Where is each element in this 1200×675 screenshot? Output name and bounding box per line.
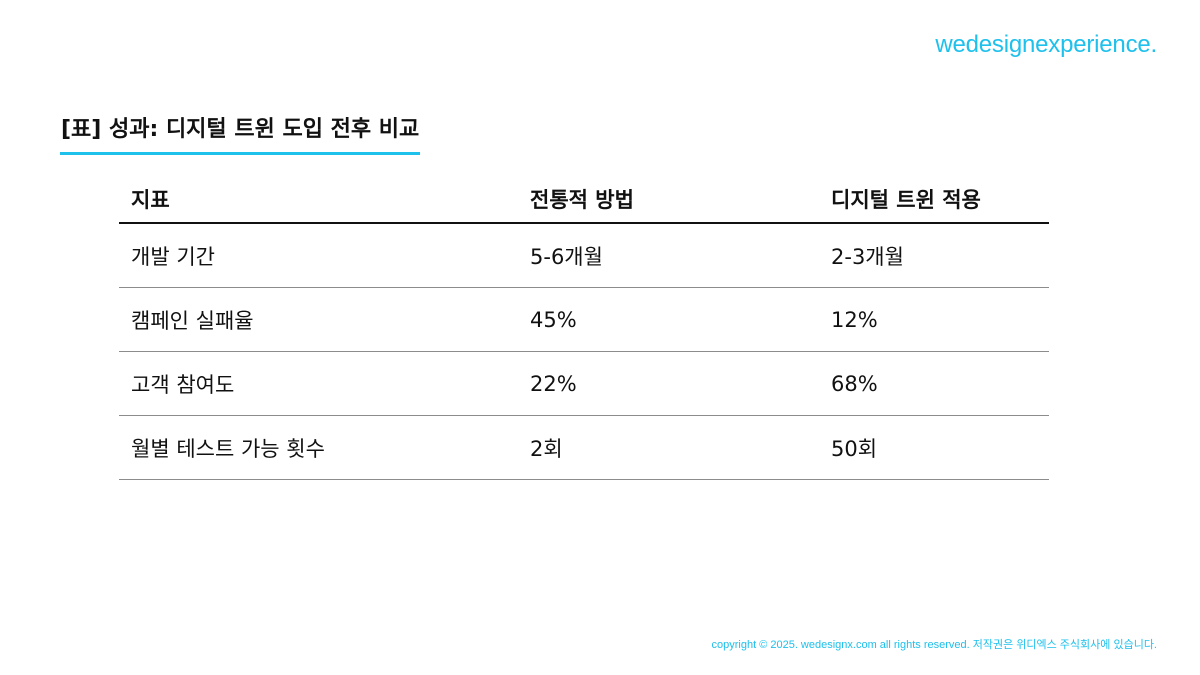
table-cell: 12%	[831, 307, 878, 332]
table-row: 캠페인 실패율 45% 12%	[119, 288, 1049, 352]
table-cell: 5-6개월	[530, 244, 603, 269]
table-cell: 2-3개월	[831, 244, 904, 269]
table-cell: 45%	[530, 307, 577, 332]
table-cell: 22%	[530, 371, 577, 396]
header-cell-traditional: 전통적 방법	[530, 188, 634, 212]
table-row: 고객 참여도 22% 68%	[119, 352, 1049, 416]
header-cell-metric: 지표	[131, 188, 170, 212]
page-title: [표] 성과: 디지털 트윈 도입 전후 비교	[60, 111, 421, 155]
table-cell: 캠페인 실패율	[131, 308, 254, 333]
comparison-table: 지표 전통적 방법 디지털 트윈 적용 개발 기간 5-6개월 2-3개월 캠페…	[119, 176, 1049, 480]
table-cell: 68%	[831, 371, 878, 396]
table-cell: 개발 기간	[131, 244, 215, 269]
table-header-row: 지표 전통적 방법 디지털 트윈 적용	[119, 176, 1049, 224]
header-cell-digital-twin: 디지털 트윈 적용	[831, 188, 981, 212]
table-cell: 월별 테스트 가능 횟수	[131, 436, 325, 461]
table-cell: 50회	[831, 436, 878, 461]
table-cell: 고객 참여도	[131, 372, 235, 397]
brand-logo-text: wedesignexperience.	[935, 31, 1157, 58]
copyright-footer: copyright © 2025. wedesignx.com all righ…	[711, 639, 1158, 651]
table-cell: 2회	[530, 436, 563, 461]
table-row: 월별 테스트 가능 횟수 2회 50회	[119, 416, 1049, 480]
table-row: 개발 기간 5-6개월 2-3개월	[119, 224, 1049, 288]
title-block: [표] 성과: 디지털 트윈 도입 전후 비교	[60, 111, 421, 155]
